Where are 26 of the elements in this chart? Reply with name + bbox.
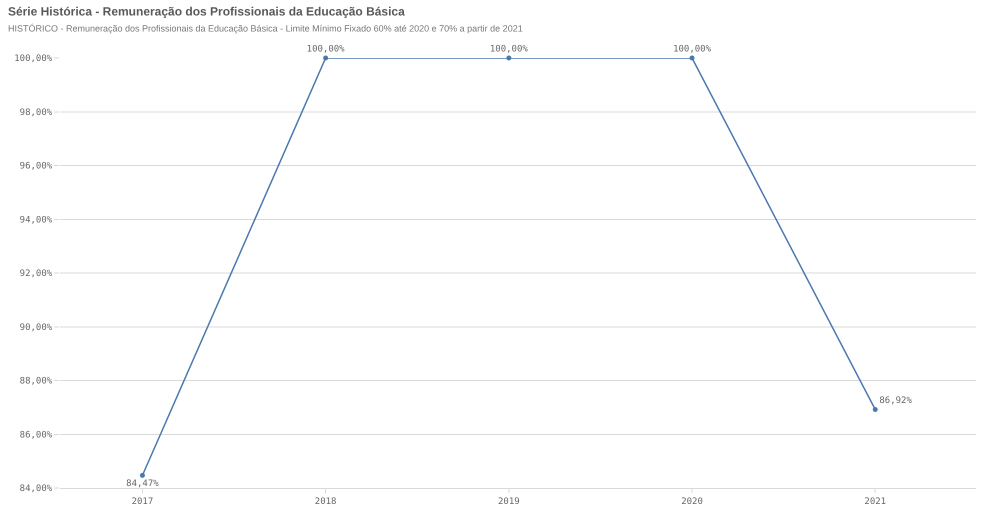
- y-tick-label: 90,00%: [20, 322, 53, 333]
- y-tick-label: 92,00%: [20, 269, 53, 280]
- x-tick-label: 2017: [132, 496, 154, 507]
- data-label: 86,92%: [879, 396, 912, 406]
- y-tick-label: 86,00%: [20, 430, 53, 440]
- x-tick-label: 2019: [498, 496, 520, 507]
- x-tick-label: 2020: [681, 496, 703, 507]
- y-tick-label: 84,00%: [20, 484, 53, 494]
- data-label: 100,00%: [673, 44, 712, 55]
- point: [872, 407, 878, 412]
- x-tick-label: 2021: [864, 496, 886, 507]
- point: [323, 56, 328, 60]
- y-tick-label: 100,00%: [14, 54, 53, 64]
- chart-title: Série Histórica - Remuneração dos Profissionais da Educação Básica: [8, 4, 406, 19]
- data-label: 100,00%: [490, 44, 528, 55]
- y-tick-label: 94,00%: [20, 215, 53, 226]
- point: [690, 56, 695, 60]
- y-tick-label: 88,00%: [20, 376, 53, 387]
- chart-subtitle: HISTÓRICO - Remuneração dos Profissionais da Educação Básica - Limite Mínimo Fixado 60% até 2020 e 70% a partir de 2021: [8, 23, 523, 34]
- point: [506, 56, 512, 60]
- point: [140, 472, 145, 478]
- y-tick-label: 96,00%: [20, 162, 53, 172]
- x-tick-label: 2018: [314, 496, 336, 507]
- data-label: 100,00%: [306, 44, 346, 55]
- y-tick-label: 98,00%: [20, 108, 53, 118]
- data-label: 84,47%: [126, 479, 160, 490]
